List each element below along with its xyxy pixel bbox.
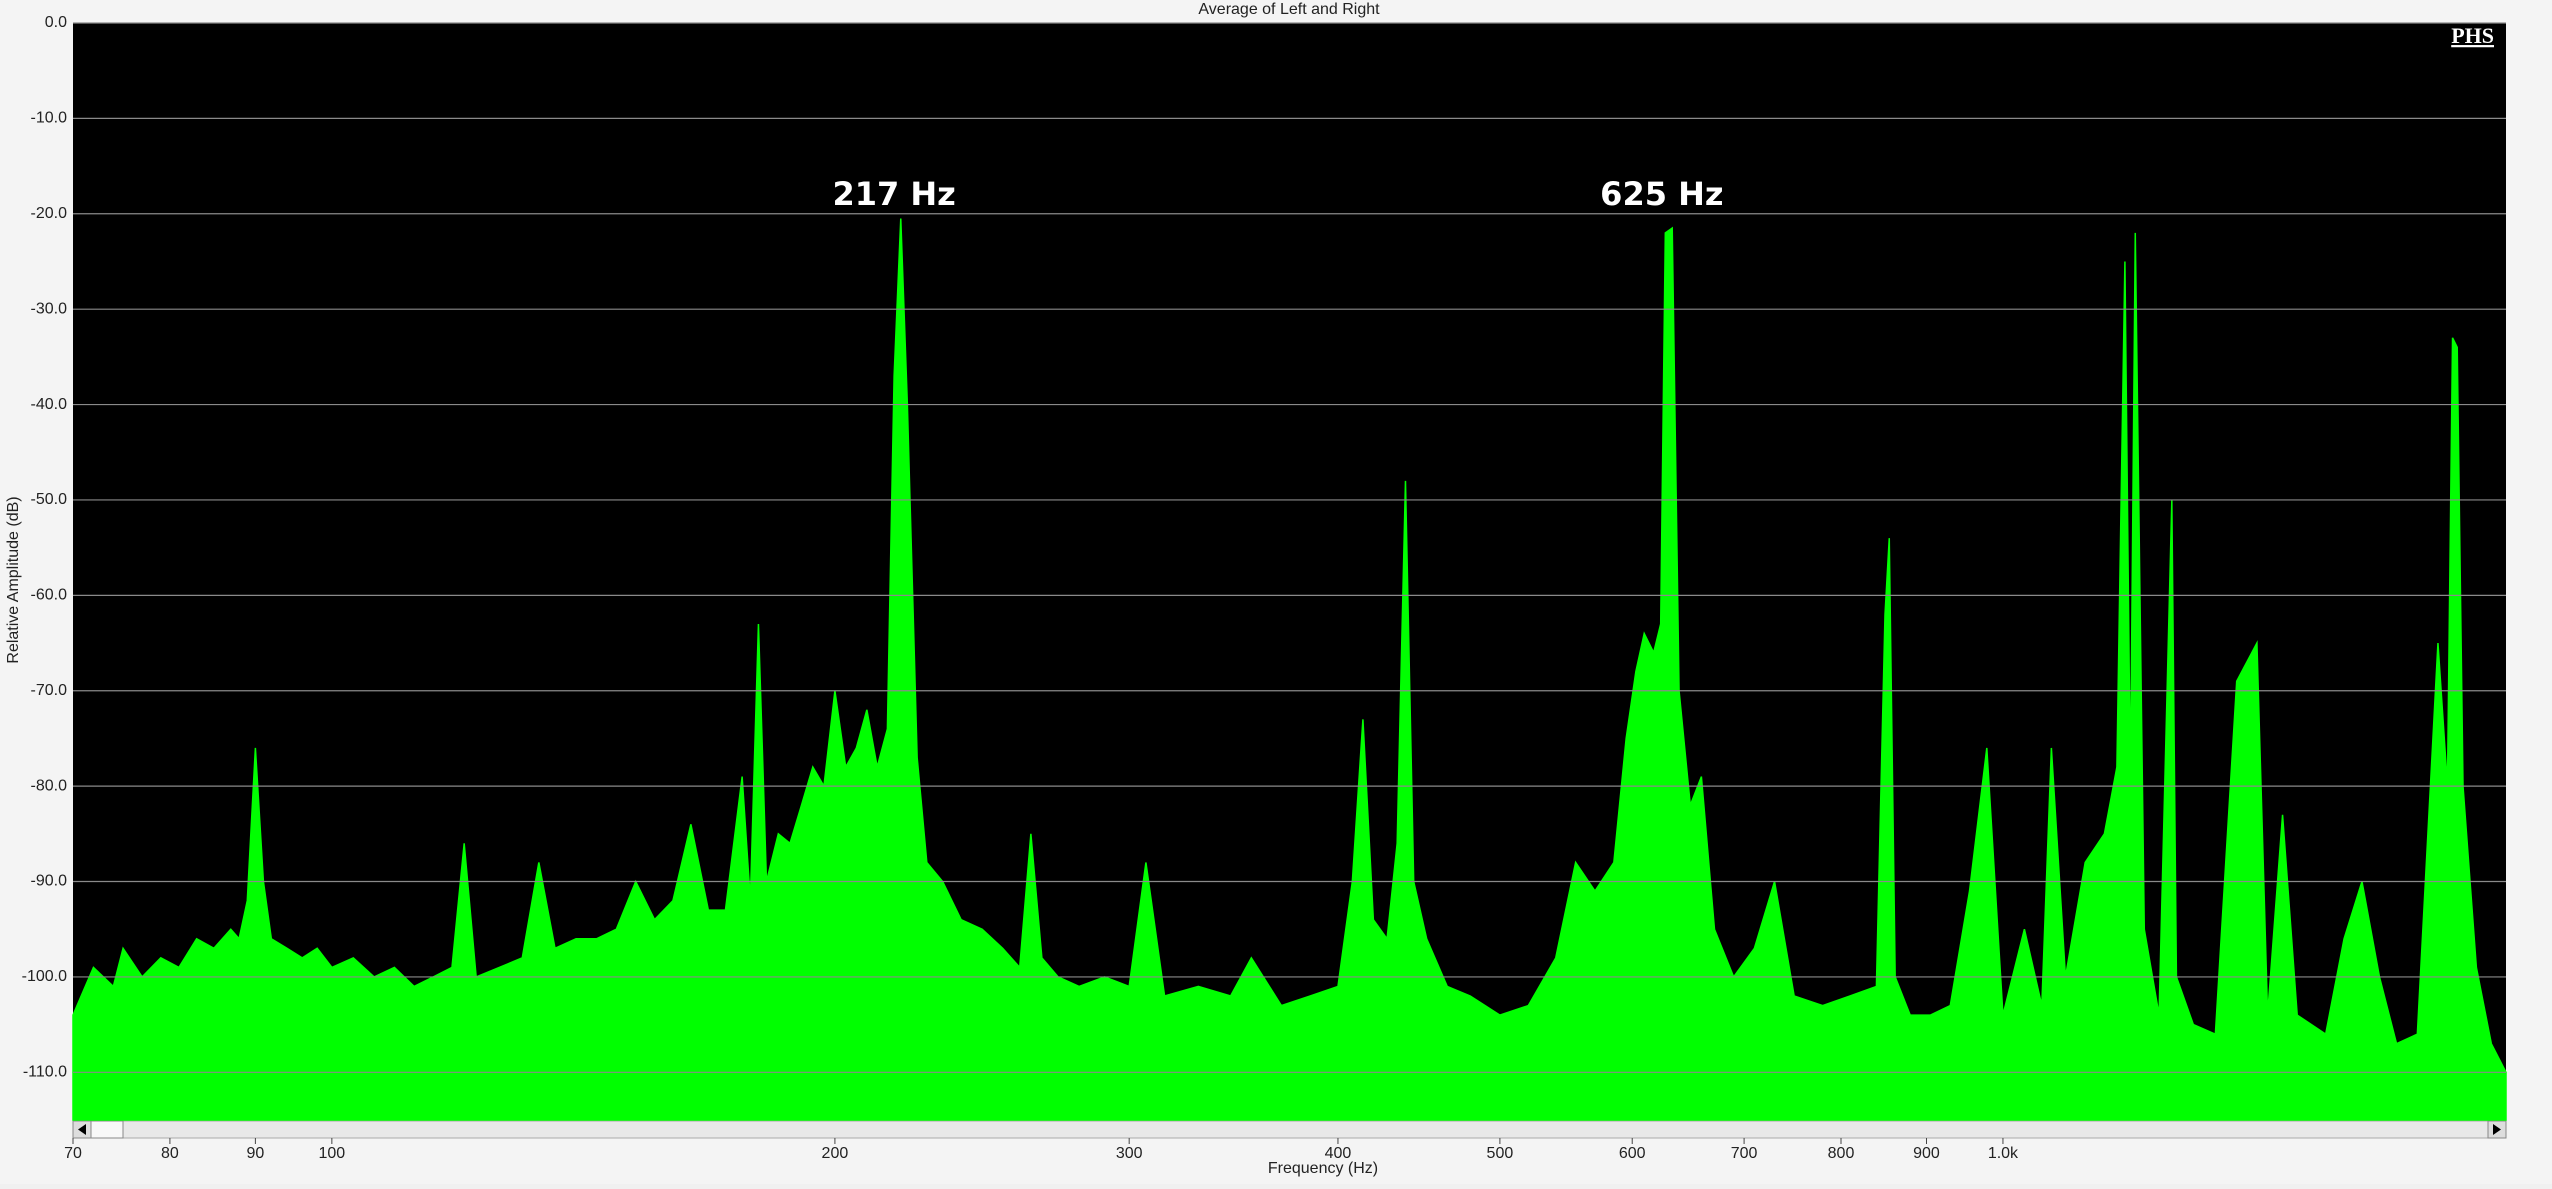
plot [72,218,2507,1121]
arrow-icon [2493,1124,2501,1135]
chart-title: Average of Left and Right [1198,1,1380,18]
x-tick-label: 70 [64,1145,82,1162]
x-tick-label: 700 [1731,1145,1758,1162]
x-tick-label: 90 [246,1145,264,1162]
y-tick-label: -10.0 [31,110,68,127]
y-tick-label: 0.0 [45,14,67,31]
scrollbar[interactable] [72,1120,2507,1139]
x-tick-label: 100 [319,1145,346,1162]
y-tick-label: -20.0 [31,205,68,222]
scroll-thumb[interactable] [90,1120,124,1139]
y-tick-label: -40.0 [31,396,68,413]
x-tick-label: 900 [1913,1145,1940,1162]
y-tick-label: -50.0 [31,491,68,508]
x-tick-label: 1.0k [1988,1145,2019,1162]
peak-annotation: 625 Hz [1600,175,1723,213]
y-tick-label: -80.0 [31,777,68,794]
y-tick-label: -110.0 [23,1064,67,1081]
x-tick-label: 400 [1325,1145,1352,1162]
spectrum-area [72,218,2507,1121]
x-tick-label: 300 [1116,1145,1143,1162]
x-tick-label: 500 [1487,1145,1514,1162]
x-axis-label: Frequency (Hz) [1268,1160,1378,1177]
x-tick-label: 80 [161,1145,179,1162]
x-tick-label: 200 [822,1145,849,1162]
y-tick-label: -100.0 [22,968,67,985]
logo: PHS [2451,23,2494,48]
y-tick-label: -90.0 [31,873,68,890]
y-tick-label: -60.0 [31,587,68,604]
y-axis-label: Relative Amplitude (dB) [5,496,22,663]
y-tick-label: -70.0 [31,682,68,699]
x-tick-label: 800 [1828,1145,1855,1162]
arrow-icon [78,1124,86,1135]
peak-annotation: 217 Hz [832,175,955,213]
y-tick-label: -30.0 [31,300,68,317]
x-tick-label: 600 [1619,1145,1646,1162]
